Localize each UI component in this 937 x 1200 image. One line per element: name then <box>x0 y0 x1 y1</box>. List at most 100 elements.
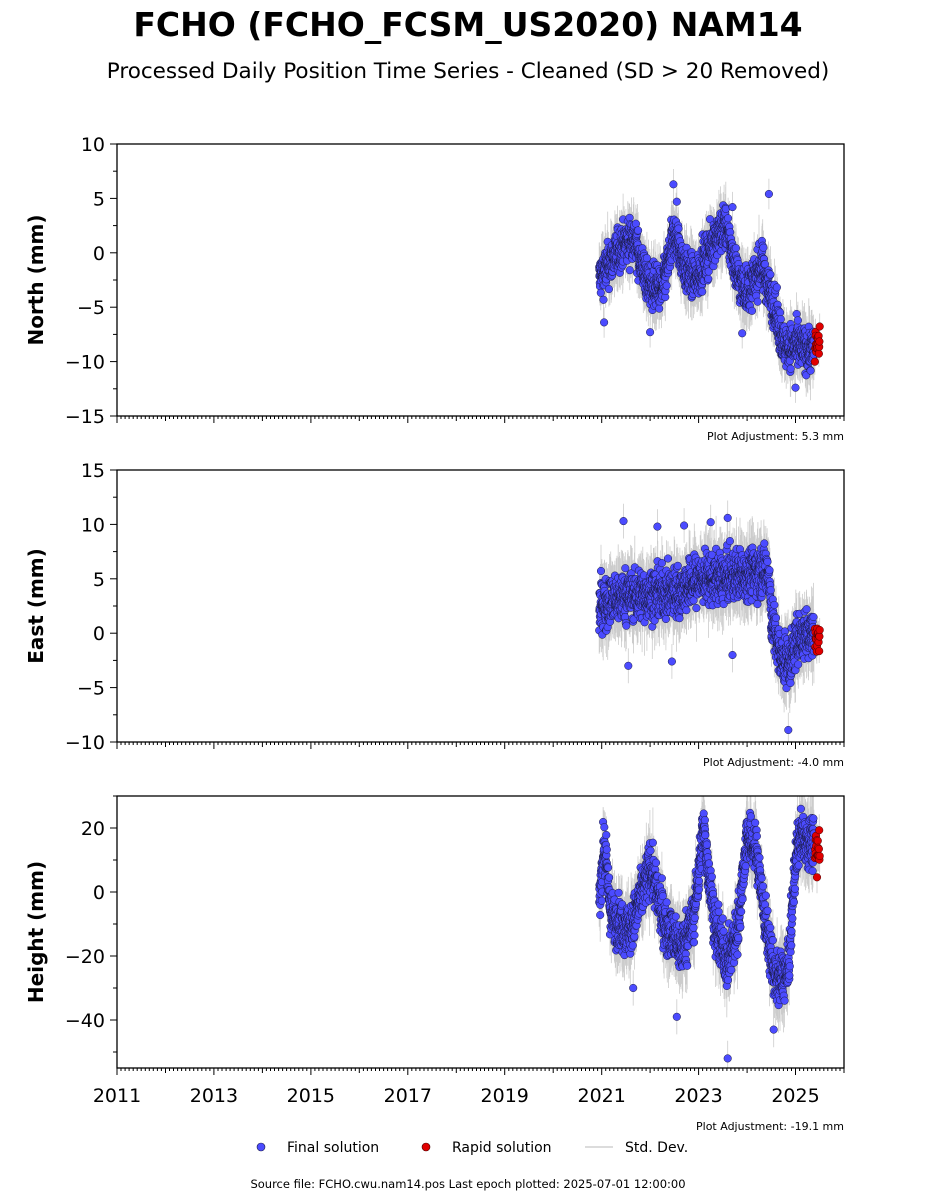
x-axis <box>116 416 845 423</box>
final-point <box>597 896 606 905</box>
final-point <box>790 884 800 893</box>
rapid-point <box>815 647 824 656</box>
final-point <box>669 180 678 189</box>
rapid-solution-series <box>810 624 824 656</box>
rapid-point <box>814 349 823 358</box>
final-point <box>753 297 762 306</box>
final-point <box>600 318 609 327</box>
rapid-point <box>810 357 819 366</box>
final-point <box>596 566 606 576</box>
y-axis-label: East (mm) <box>24 548 48 664</box>
final-point <box>704 859 714 868</box>
final-point <box>785 962 794 971</box>
final-point <box>619 517 628 526</box>
final-point <box>646 846 655 855</box>
final-point <box>776 315 785 324</box>
final-point <box>728 203 737 212</box>
final-point <box>786 947 795 957</box>
y-tick-label: 5 <box>93 569 105 591</box>
final-point <box>760 539 769 548</box>
final-point <box>714 907 723 916</box>
final-point <box>768 936 777 945</box>
final-point <box>747 306 757 315</box>
x-axis <box>116 742 845 749</box>
final-point <box>752 832 761 841</box>
final-point <box>699 809 708 818</box>
final-point <box>787 927 796 936</box>
rapid-point <box>812 873 822 882</box>
y-tick-label: 10 <box>81 514 105 536</box>
rapid-point <box>815 625 824 635</box>
final-point <box>794 660 803 669</box>
final-point <box>766 270 775 279</box>
final-point <box>757 874 766 883</box>
y-tick-label: −5 <box>77 297 105 319</box>
final-point <box>766 586 775 595</box>
rapid-point <box>815 826 824 835</box>
final-point <box>755 853 764 862</box>
final-point <box>596 288 605 297</box>
final-point <box>776 308 785 317</box>
final-point <box>724 214 733 223</box>
final-point <box>788 914 797 923</box>
final-point <box>689 923 698 932</box>
final-point <box>786 364 795 373</box>
final-point <box>694 876 704 886</box>
final-point <box>723 513 732 522</box>
final-point <box>809 814 818 823</box>
final-point <box>725 537 734 546</box>
final-point <box>614 888 623 897</box>
final-point <box>785 971 794 980</box>
y-tick-label: 0 <box>93 623 105 645</box>
final-point <box>653 522 662 531</box>
final-point <box>662 281 671 290</box>
final-point <box>642 254 651 263</box>
final-point <box>760 260 770 269</box>
final-point <box>723 1054 732 1063</box>
final-point <box>787 941 796 950</box>
final-point <box>737 907 746 916</box>
final-point <box>741 862 750 871</box>
final-point <box>701 831 710 840</box>
final-point <box>731 244 740 253</box>
plot-adjustment: Plot Adjustment: 5.3 mm <box>707 430 844 443</box>
final-point <box>657 559 666 568</box>
final-point <box>646 328 655 337</box>
final-point <box>692 604 701 613</box>
final-point <box>780 996 789 1005</box>
final-point <box>674 224 683 233</box>
final-point <box>789 898 798 907</box>
final-point <box>771 613 781 622</box>
final-point <box>604 285 613 294</box>
final-point <box>673 561 682 570</box>
final-solution-series <box>595 180 818 392</box>
final-point <box>698 287 707 296</box>
final-point <box>704 274 713 283</box>
final-point <box>738 895 747 904</box>
final-point <box>596 910 605 920</box>
final-point <box>766 923 775 932</box>
final-point <box>680 521 689 530</box>
rapid-point <box>813 836 822 845</box>
final-solution-series <box>595 513 818 735</box>
final-point <box>794 861 803 870</box>
final-point <box>806 366 815 375</box>
final-point <box>661 614 670 624</box>
final-point <box>704 267 713 276</box>
final-point <box>765 566 774 575</box>
final-point <box>683 961 692 970</box>
final-point <box>690 913 699 922</box>
final-point <box>738 329 747 338</box>
final-point <box>700 816 709 825</box>
final-point <box>772 283 781 292</box>
y-tick-label: −10 <box>65 732 105 754</box>
chart-subtitle: Processed Daily Position Time Series - C… <box>107 59 830 84</box>
final-point <box>759 243 768 252</box>
final-point <box>605 873 614 882</box>
y-tick-label: 0 <box>93 243 105 265</box>
final-point <box>662 898 671 907</box>
